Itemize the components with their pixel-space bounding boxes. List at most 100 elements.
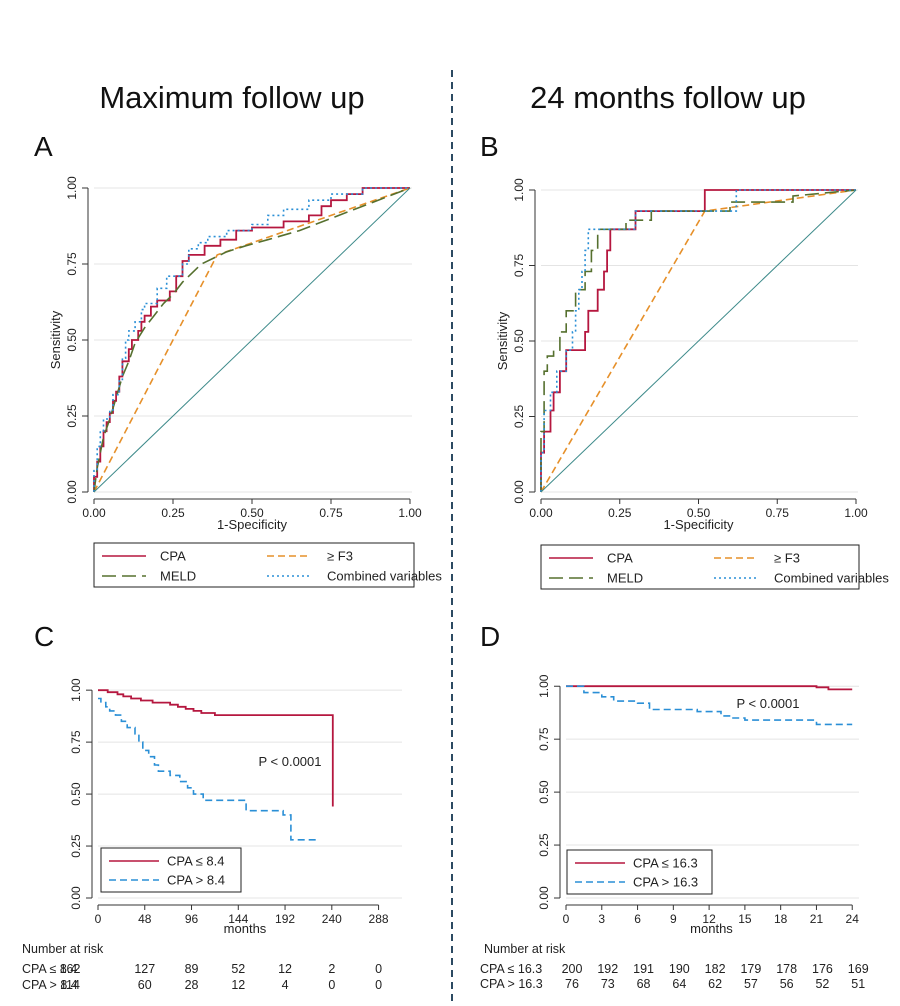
chart-panels: A 0.00 0.25 0.50 0.75 1.00 0.00 0.25 0.50 0.75 1.0…	[22, 131, 889, 992]
risk-row-label: CPA ≤ 16.3	[480, 962, 542, 976]
y-tick-label: 1.00	[512, 178, 526, 202]
risk-value: 162	[60, 962, 81, 976]
x-tick-label: 0.75	[766, 506, 790, 520]
y-tick-label: 0.25	[537, 833, 551, 857]
left-column-title: Maximum follow up	[99, 80, 364, 115]
risk-value: 60	[138, 978, 152, 992]
x-tick-label: 240	[322, 912, 342, 926]
risk-value: 182	[705, 962, 726, 976]
risk-value: 89	[185, 962, 199, 976]
panel-letter: D	[480, 621, 500, 652]
risk-value: 57	[744, 977, 758, 991]
reference-line	[540, 189, 857, 493]
y-tick-label: 0.25	[69, 834, 83, 858]
y-tick-label: 0.00	[69, 886, 83, 910]
y-tick-label: 0.75	[69, 730, 83, 754]
x-tick-label: 0.00	[82, 506, 106, 520]
legend-box	[566, 849, 713, 895]
legend-label: CPA	[160, 549, 186, 564]
risk-value: 200	[562, 962, 583, 976]
legend-label: Combined variables	[774, 571, 889, 586]
y-tick-label: 0.00	[512, 480, 526, 504]
x-tick-label: 0.75	[319, 506, 343, 520]
y-tick-label: 0.75	[65, 252, 79, 276]
x-tick-label: 0.25	[161, 506, 185, 520]
series-line-combined	[540, 189, 856, 492]
risk-value: 192	[597, 962, 618, 976]
legend-label: CPA ≤ 16.3	[633, 856, 698, 871]
right-column-title: 24 months follow up	[530, 80, 806, 115]
risk-value: 4	[282, 978, 289, 992]
y-tick-label: 0.25	[512, 404, 526, 428]
x-axis-label: months	[690, 921, 733, 936]
legend-label: ≥ F3	[774, 551, 800, 566]
legend-label: MELD	[607, 571, 643, 586]
risk-value: 179	[740, 962, 761, 976]
risk-value: 0	[375, 962, 382, 976]
series-line-f3	[93, 187, 411, 493]
panel-a: A 0.00 0.25 0.50 0.75 1.00 0.00 0.25 0.50 0.75 1.0…	[34, 131, 442, 588]
x-tick-label: 48	[138, 912, 152, 926]
legend-label: ≥ F3	[327, 549, 353, 564]
series-line-cpa	[93, 187, 410, 492]
series-line-cpa-low	[566, 685, 853, 691]
x-axis-label: months	[224, 921, 267, 936]
series-line-meld	[93, 187, 411, 493]
y-tick-label: 0.00	[537, 886, 551, 910]
x-tick-label: 288	[369, 912, 389, 926]
panel-letter: A	[34, 131, 53, 162]
x-tick-label: 0	[563, 912, 570, 926]
risk-row-label: CPA ≤ 8.4	[22, 962, 77, 976]
risk-value: 51	[851, 977, 865, 991]
risk-value: 12	[231, 978, 245, 992]
risk-value: 62	[708, 977, 722, 991]
reference-line	[93, 187, 411, 493]
risk-row-label: CPA > 8.4	[22, 978, 78, 992]
y-tick-label: 1.00	[537, 674, 551, 698]
series-line-combined	[93, 187, 410, 492]
series-line-meld	[540, 189, 857, 492]
x-tick-label: 1.00	[398, 506, 422, 520]
y-tick-label: 1.00	[65, 176, 79, 200]
legend-label: MELD	[160, 569, 196, 584]
panel-c: C0.000.250.500.751.000 48 96 144 192 240 288mo…	[22, 621, 402, 992]
risk-value: 56	[780, 977, 794, 991]
risk-value: 12	[278, 962, 292, 976]
x-tick-label: 0.50	[240, 506, 264, 520]
y-axis-label: Sensitivity	[495, 311, 510, 370]
p-value-annotation: P < 0.0001	[736, 696, 799, 711]
risk-value: 191	[633, 962, 654, 976]
series-line-cpa-low	[98, 689, 334, 807]
risk-value: 190	[669, 962, 690, 976]
x-tick-label: 0.50	[687, 506, 711, 520]
panel-d: D 0.00 0.25 0.50 0.75 1.00 0 3 6 9 12 15 18 21 24 month…	[480, 621, 869, 991]
series-line-cpa-high	[98, 697, 317, 841]
risk-value: 28	[185, 978, 199, 992]
risk-value: 0	[328, 978, 335, 992]
risk-table-header: Number at risk	[484, 942, 566, 956]
series-line-cpa-high	[566, 685, 853, 726]
risk-value: 127	[134, 962, 155, 976]
y-tick-label: 0.75	[512, 253, 526, 277]
risk-row-label: CPA > 16.3	[480, 977, 543, 991]
risk-value: 73	[601, 977, 615, 991]
risk-value: 176	[812, 962, 833, 976]
x-axis-label: 1-Specificity	[663, 517, 734, 532]
y-tick-label: 0.50	[512, 329, 526, 353]
x-tick-label: 0	[95, 912, 102, 926]
y-tick-label: 0.25	[65, 404, 79, 428]
legend-label: Combined variables	[327, 569, 442, 584]
y-tick-label: 0.00	[65, 480, 79, 504]
risk-value: 114	[60, 978, 80, 992]
x-tick-label: 18	[774, 912, 788, 926]
risk-value: 2	[328, 962, 335, 976]
x-tick-label: 15	[738, 912, 752, 926]
x-tick-label: 21	[810, 912, 824, 926]
legend-box	[93, 542, 415, 588]
risk-value: 52	[815, 977, 829, 991]
risk-value: 64	[672, 977, 686, 991]
x-tick-label: 1.00	[844, 506, 868, 520]
x-tick-label: 192	[275, 912, 295, 926]
x-tick-label: 6	[634, 912, 641, 926]
